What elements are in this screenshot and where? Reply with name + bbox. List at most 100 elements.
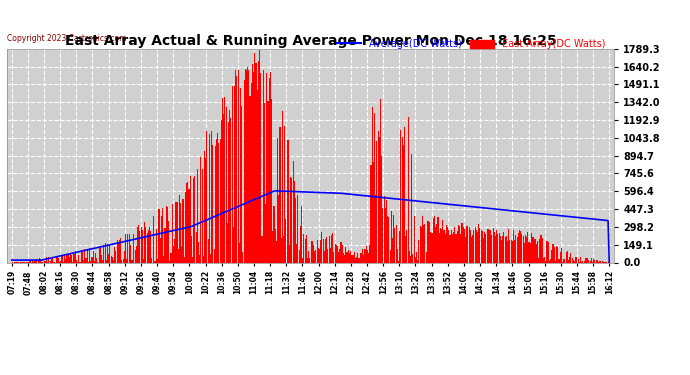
Bar (143, 259, 144, 262)
Bar (240, 88, 241, 262)
Bar (349, 253, 350, 262)
Bar (260, 72, 262, 262)
Bar (187, 182, 188, 262)
Bar (148, 231, 149, 262)
Bar (336, 245, 337, 262)
Bar (489, 230, 490, 262)
Bar (330, 249, 331, 262)
Bar (501, 240, 502, 262)
Bar (286, 140, 288, 262)
Bar (537, 240, 538, 262)
Bar (184, 256, 185, 262)
Bar (337, 246, 338, 262)
Bar (485, 234, 486, 262)
Bar (248, 69, 249, 262)
Bar (301, 206, 302, 262)
Bar (233, 227, 234, 262)
Bar (550, 260, 551, 262)
Bar (241, 106, 242, 262)
Bar (362, 249, 363, 262)
Bar (70, 254, 71, 262)
Bar (543, 258, 544, 262)
Bar (228, 122, 229, 262)
Bar (152, 216, 154, 262)
Bar (185, 192, 186, 262)
Bar (519, 230, 520, 262)
Bar (452, 234, 453, 262)
Bar (390, 250, 391, 262)
Bar (599, 261, 600, 262)
Bar (542, 238, 543, 262)
Bar (139, 231, 140, 262)
Bar (455, 234, 457, 262)
Bar (513, 230, 514, 262)
Bar (597, 260, 598, 262)
Bar (181, 246, 182, 262)
Bar (417, 260, 418, 262)
Bar (444, 234, 446, 262)
Bar (100, 247, 101, 262)
Bar (420, 226, 421, 262)
Bar (200, 157, 201, 262)
Bar (342, 245, 343, 262)
Bar (575, 256, 576, 262)
Bar (374, 113, 375, 262)
Bar (340, 243, 342, 262)
Bar (512, 241, 513, 262)
Bar (440, 228, 441, 262)
Bar (332, 233, 333, 262)
Bar (30, 261, 32, 262)
Bar (273, 206, 275, 262)
Bar (126, 259, 127, 262)
Bar (227, 224, 228, 262)
Bar (447, 228, 448, 262)
Bar (415, 257, 416, 262)
Bar (222, 98, 223, 262)
Bar (421, 227, 422, 262)
Bar (520, 231, 521, 262)
Bar (533, 237, 534, 262)
Bar (569, 257, 570, 262)
Bar (416, 252, 417, 262)
Bar (508, 229, 509, 262)
Bar (239, 243, 240, 262)
Bar (102, 260, 103, 262)
Bar (411, 154, 412, 262)
Bar (423, 225, 424, 262)
Bar (491, 235, 493, 262)
Bar (595, 260, 597, 262)
Bar (538, 258, 539, 262)
Bar (395, 225, 397, 262)
Bar (283, 236, 284, 262)
Bar (515, 235, 516, 262)
Bar (441, 229, 442, 262)
Bar (545, 261, 546, 262)
Bar (257, 90, 258, 262)
Bar (119, 240, 120, 262)
Bar (426, 221, 428, 262)
Bar (435, 227, 436, 262)
Bar (182, 200, 184, 262)
Bar (315, 250, 317, 262)
Bar (307, 258, 308, 262)
Bar (58, 258, 59, 262)
Bar (34, 261, 35, 262)
Bar (55, 256, 57, 262)
Bar (52, 258, 53, 262)
Bar (133, 234, 135, 262)
Bar (291, 177, 293, 262)
Bar (355, 258, 356, 262)
Bar (265, 204, 266, 262)
Bar (312, 240, 313, 262)
Bar (57, 256, 58, 262)
Bar (308, 251, 309, 262)
Bar (223, 114, 224, 262)
Bar (478, 224, 480, 262)
Bar (35, 260, 37, 262)
Bar (571, 258, 573, 262)
Bar (326, 237, 327, 262)
Bar (186, 183, 187, 262)
Bar (149, 226, 150, 262)
Bar (141, 230, 143, 262)
Bar (45, 261, 46, 262)
